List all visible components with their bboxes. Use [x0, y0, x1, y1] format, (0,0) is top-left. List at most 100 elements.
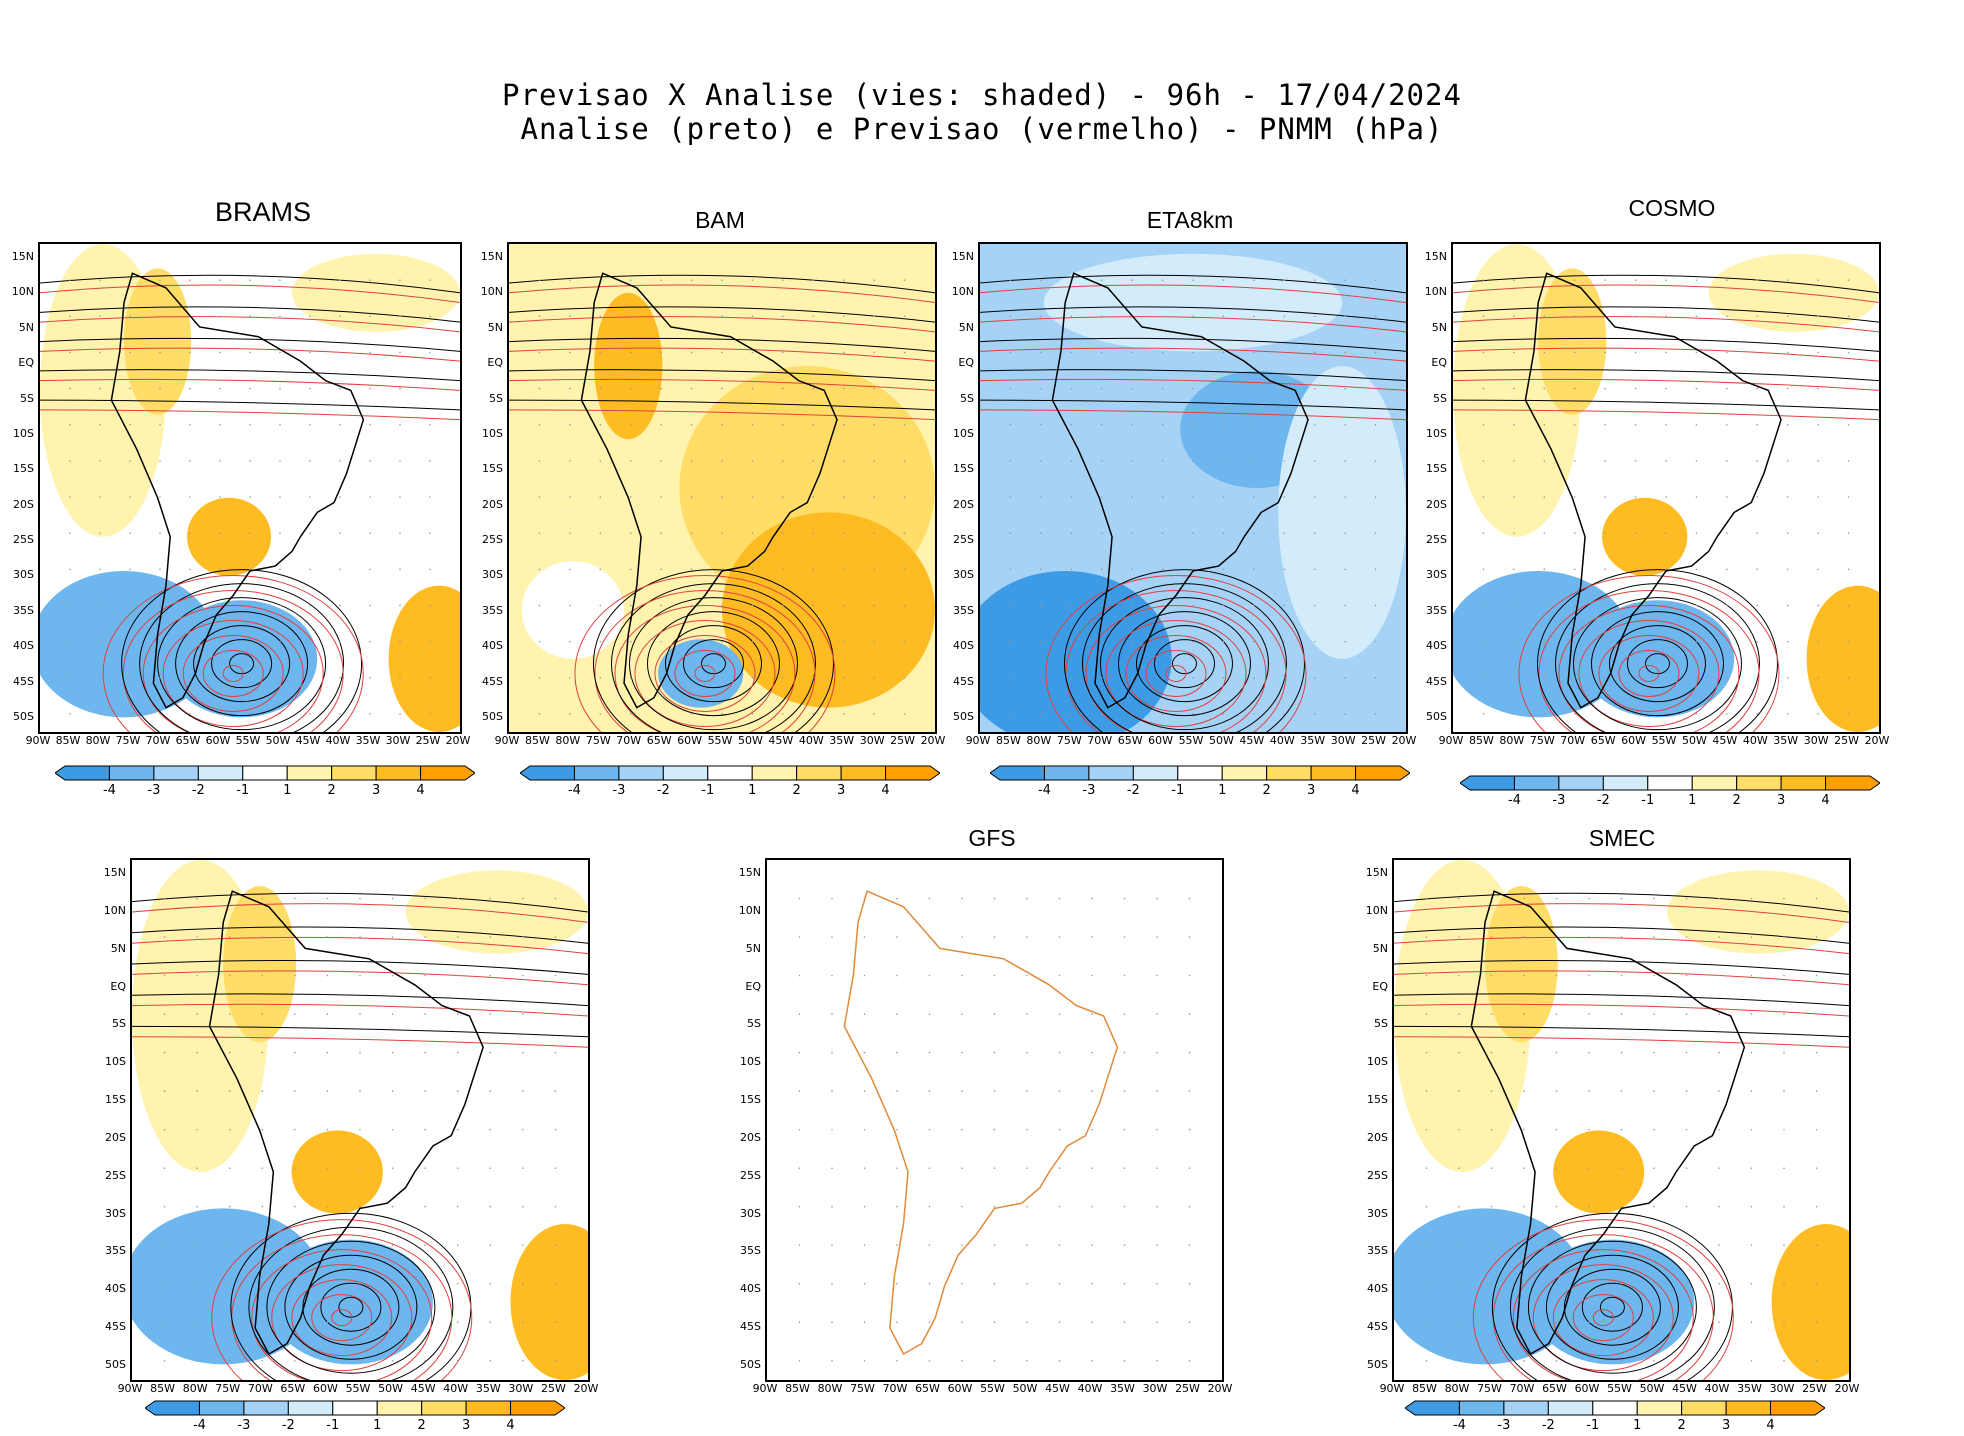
- lat-label: EQ: [1431, 356, 1447, 370]
- lat-label: 30S: [740, 1206, 761, 1220]
- lon-label: 70W: [145, 734, 171, 747]
- lat-label: 50S: [13, 710, 34, 723]
- lat-label: 45S: [740, 1320, 761, 1334]
- lon-label: 75W: [585, 734, 611, 747]
- lat-label: 50S: [1367, 1358, 1388, 1371]
- lat-label: 45S: [1367, 1320, 1388, 1334]
- lat-label: 20S: [953, 497, 974, 511]
- colorbar-label: 3: [371, 783, 381, 798]
- colorbar-label: -3: [1082, 783, 1096, 798]
- lon-label: 70W: [1509, 1382, 1535, 1395]
- lon-label: 30W: [859, 734, 885, 747]
- colorbar-label: -3: [147, 783, 161, 798]
- continent-outline: [208, 890, 484, 1356]
- lat-label: 5S: [747, 1017, 761, 1031]
- title-line1: Previsao X Analise (vies: shaded) - 96h …: [502, 78, 1462, 112]
- lon-label: 60W: [947, 1382, 973, 1395]
- lon-label: 20W: [1391, 734, 1417, 747]
- lon-label: 50W: [1208, 734, 1234, 747]
- colorbar-wrap: [990, 765, 1410, 781]
- lat-label: 15S: [1367, 1093, 1388, 1107]
- lon-label: 30W: [1330, 734, 1356, 747]
- colorbar-label: -4: [1037, 783, 1051, 798]
- colorbar: [520, 765, 940, 781]
- lon-label: 90W: [752, 1382, 778, 1395]
- lat-label: 25S: [953, 533, 974, 547]
- lat-label: 10N: [11, 285, 34, 299]
- lat-label: 5S: [1374, 1017, 1388, 1031]
- lat-label: 25S: [482, 533, 503, 547]
- lon-label: 90W: [117, 1382, 143, 1395]
- colorbar-label: -3: [1552, 793, 1566, 808]
- lat-label: 5N: [110, 941, 126, 955]
- title-line2: Analise (preto) e Previsao (vermelho) - …: [520, 112, 1444, 146]
- lon-label: 20W: [573, 1382, 599, 1395]
- lat-label: 15N: [738, 866, 761, 879]
- lon-label: 70W: [1087, 734, 1113, 747]
- lon-label: 40W: [443, 1382, 469, 1395]
- colorbar-label: 2: [1262, 783, 1271, 798]
- panel-title-brams: BRAMS: [214, 197, 312, 227]
- lon-label: 20W: [920, 734, 946, 747]
- lat-label: 15S: [740, 1093, 761, 1107]
- colorbar-label: -4: [1507, 793, 1521, 808]
- lat-label: 20S: [1426, 497, 1447, 511]
- lat-label: 35S: [13, 603, 34, 617]
- lat-label: 10N: [951, 285, 974, 299]
- lon-label: 40W: [1077, 1382, 1103, 1395]
- lon-label: 90W: [494, 734, 520, 747]
- lat-label: 20S: [740, 1130, 761, 1144]
- lat-label: 30S: [953, 568, 974, 582]
- lon-label: 30W: [1142, 1382, 1168, 1395]
- colorbar: [1405, 1400, 1825, 1416]
- colorbar-label: -2: [191, 783, 205, 798]
- lat-label: 15S: [1426, 462, 1447, 476]
- lat-label: EQ: [958, 356, 974, 370]
- colorbar-wrap: [55, 765, 475, 781]
- lon-label: 30W: [385, 734, 411, 747]
- colorbar: [55, 765, 475, 781]
- lat-label: 5N: [958, 320, 974, 334]
- colorbar-label: -3: [612, 783, 626, 798]
- lat-label: 10N: [103, 903, 126, 917]
- lat-label: 50S: [1426, 710, 1447, 723]
- lat-label: EQ: [487, 356, 503, 370]
- colorbar-label: 4: [506, 1418, 515, 1433]
- lon-label: 50W: [1681, 734, 1707, 747]
- continent-outline: [580, 272, 838, 709]
- lat-label: 40S: [13, 639, 34, 653]
- lon-label: 85W: [995, 734, 1021, 747]
- lon-label: 25W: [890, 734, 915, 747]
- map-canvas: [1394, 860, 1849, 1380]
- lon-label: 50W: [378, 1382, 403, 1395]
- lat-label: 30S: [482, 568, 503, 582]
- lon-label: 50W: [737, 734, 763, 747]
- colorbar-label: 2: [792, 783, 801, 798]
- lat-label: 10N: [480, 285, 503, 299]
- colorbar-label: 3: [1721, 1418, 1731, 1433]
- colorbar-label: 1: [1688, 793, 1697, 808]
- lat-label: 40S: [1426, 639, 1447, 653]
- lon-label: 60W: [205, 734, 231, 747]
- lon-label: 75W: [115, 734, 141, 747]
- lat-label: 15N: [11, 250, 34, 263]
- colorbar-wrap: [145, 1400, 565, 1416]
- map-canvas: [980, 244, 1406, 732]
- colorbar-wrap: [1405, 1400, 1825, 1416]
- lon-label: 75W: [850, 1382, 875, 1395]
- colorbar-label: 3: [1776, 793, 1786, 808]
- map-canvas: [40, 244, 460, 732]
- continent-outline: [843, 890, 1119, 1356]
- lat-label: 40S: [740, 1282, 761, 1296]
- lon-label: 60W: [1148, 734, 1173, 747]
- lat-label: 25S: [105, 1168, 126, 1182]
- lon-label: 65W: [280, 1382, 306, 1395]
- lon-label: 20W: [1864, 734, 1890, 747]
- colorbar-label: -4: [567, 783, 581, 798]
- map-panel-eta8km: [978, 242, 1408, 734]
- panel-title-smec: SMEC: [1588, 825, 1656, 851]
- lat-label: EQ: [18, 356, 34, 370]
- lat-label: 10N: [1424, 285, 1447, 299]
- lat-label: 30S: [1367, 1206, 1388, 1220]
- lat-label: 15N: [1365, 866, 1388, 879]
